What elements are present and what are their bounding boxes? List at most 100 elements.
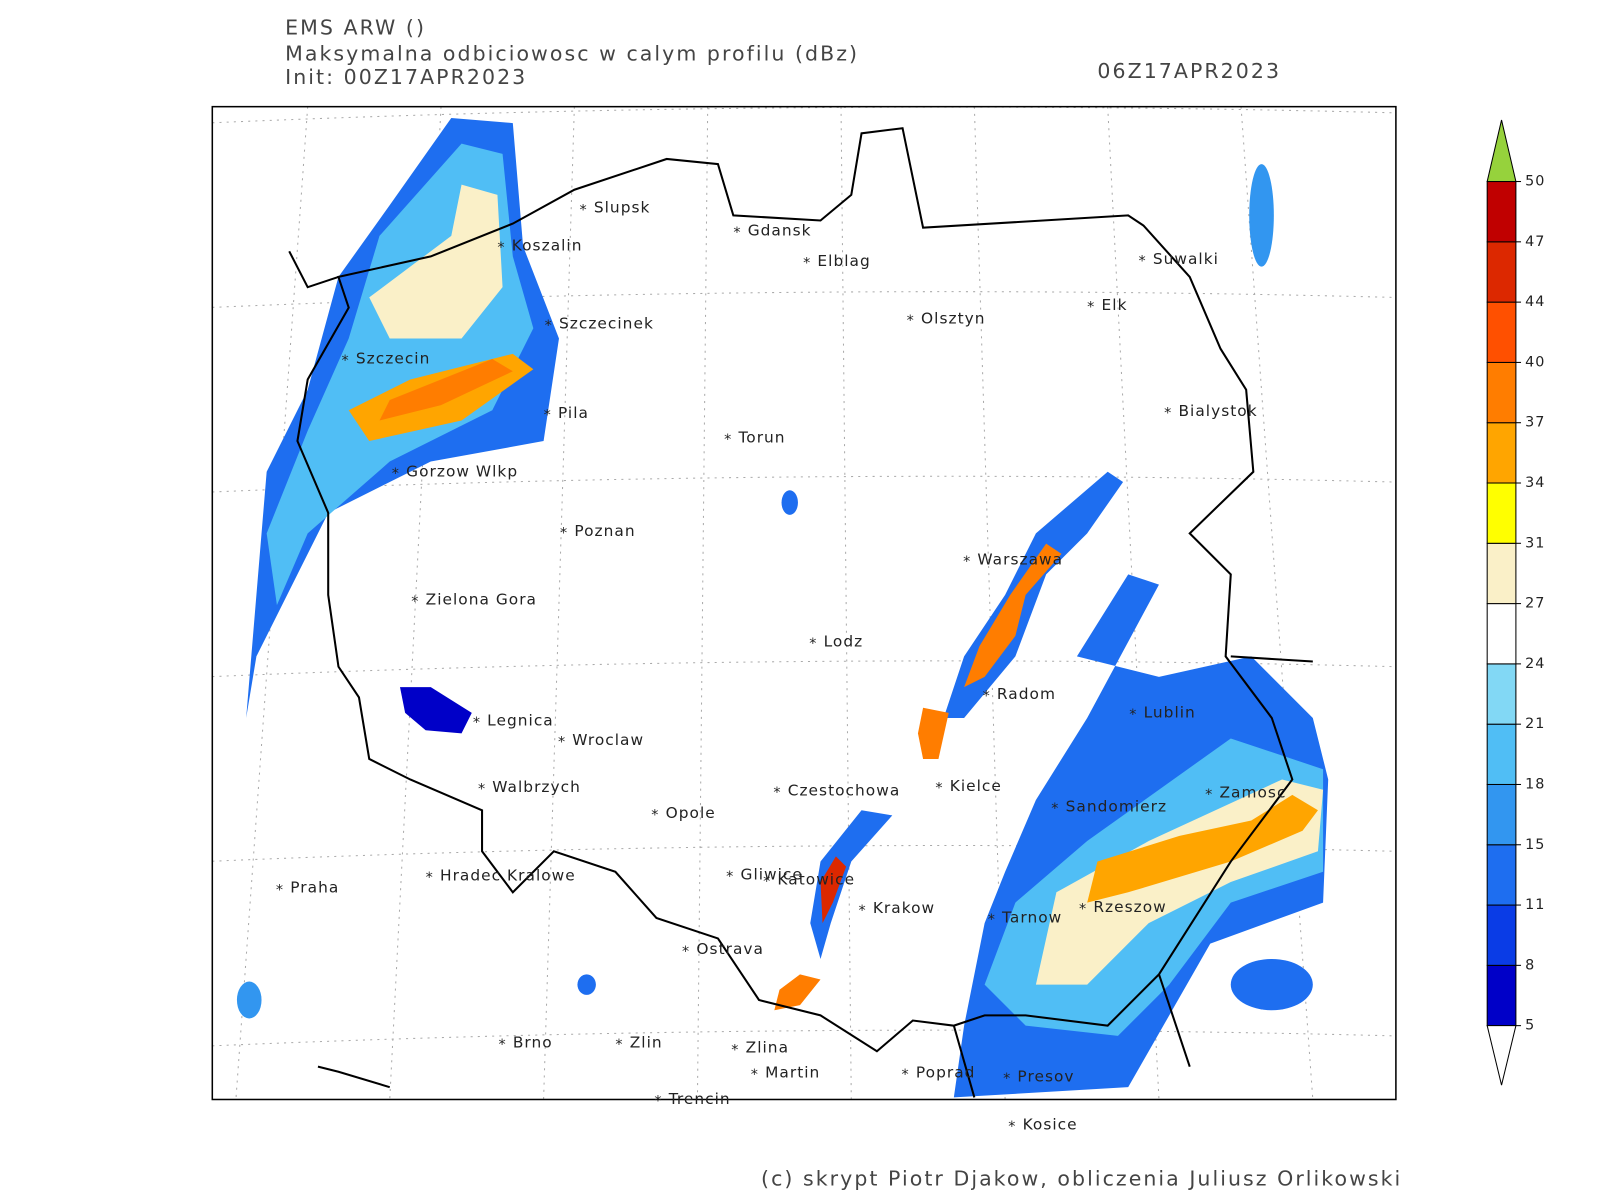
city-marker: *: [682, 944, 690, 960]
colorbar-band: [1486, 361, 1517, 424]
city-label: Walbrzych: [492, 778, 581, 796]
city-label: Radom: [997, 685, 1056, 703]
city-label: Wroclaw: [572, 731, 644, 749]
city-label: Olsztyn: [921, 309, 986, 327]
city-label: Elblag: [817, 252, 870, 270]
colorbar: 5 8 11 15 18 21 24 27 31 34 37 40 44 47 50: [1486, 119, 1545, 1086]
city-marker: *: [1008, 1119, 1016, 1135]
map-frame: [211, 105, 1397, 1101]
city-label: Suwalki: [1153, 250, 1219, 268]
poland-border: [296, 127, 1294, 1053]
city-marker: *: [1205, 787, 1213, 803]
city-label: Slupsk: [594, 199, 651, 217]
city-marker: *: [558, 735, 566, 751]
city-label: Krakow: [873, 899, 935, 917]
city-marker: *: [733, 225, 741, 241]
city-label: Czestochowa: [788, 781, 901, 799]
city-marker: *: [751, 1067, 759, 1083]
city-label: Zamosc: [1219, 783, 1286, 801]
city-marker: *: [342, 353, 350, 369]
colorbar-band: [1486, 723, 1517, 785]
city-label: Poprad: [916, 1063, 976, 1081]
city-label: Opole: [666, 804, 716, 822]
colorbar-label: 21: [1525, 716, 1545, 732]
city-label: Trencin: [668, 1090, 731, 1108]
city-marker: *: [809, 636, 817, 652]
city-marker: *: [763, 874, 771, 890]
other-borders: [288, 250, 1313, 1098]
city-label: Koszalin: [512, 237, 583, 255]
colorbar-band: [1486, 844, 1517, 906]
city-label: Szczecinek: [559, 315, 654, 333]
city-marker: *: [426, 870, 434, 886]
city-label: Kielce: [950, 777, 1002, 795]
colorbar-under: [1486, 1025, 1517, 1086]
city-marker: *: [545, 318, 553, 334]
colorbar-label: 8: [1525, 957, 1535, 973]
colorbar-band: [1486, 603, 1517, 665]
city-marker: *: [498, 1037, 506, 1053]
city-label: Zielona Gora: [426, 591, 537, 609]
colorbar-label: 24: [1525, 656, 1545, 672]
city-label: Zlin: [630, 1034, 663, 1052]
city-marker: *: [907, 313, 915, 329]
city-marker: *: [726, 869, 734, 885]
field-title: Maksymalna odbiciowosc w calym profilu (…: [285, 41, 859, 65]
colorbar-label: 40: [1525, 354, 1545, 370]
colorbar-label: 37: [1525, 415, 1545, 431]
city-marker: *: [731, 1042, 739, 1058]
city-marker: *: [1138, 254, 1146, 270]
city-labels: * Slupsk * Koszalin * Gdansk * Elblag * Suwalki * E…: [276, 199, 1286, 1135]
colorbar-label: 31: [1525, 535, 1545, 551]
city-marker: *: [935, 781, 943, 797]
city-marker: *: [988, 912, 996, 928]
colorbar-over: [1486, 119, 1517, 183]
city-marker: *: [579, 202, 587, 218]
colorbar-band: [1486, 783, 1517, 846]
city-label: Hradec Kralowe: [440, 866, 576, 884]
city-marker: *: [1079, 902, 1087, 918]
city-marker: *: [478, 782, 486, 798]
city-marker: *: [773, 785, 781, 801]
colorbar-band: [1486, 663, 1517, 725]
city-marker: *: [392, 466, 400, 482]
colorbar-band: [1486, 482, 1517, 544]
city-marker: *: [724, 432, 732, 448]
city-label: Martin: [765, 1063, 820, 1081]
city-marker: *: [983, 688, 991, 704]
colorbar-label: 44: [1525, 294, 1545, 310]
reflectivity: [236, 117, 1329, 1098]
city-marker: *: [1003, 1071, 1011, 1087]
city-label: Zlina: [746, 1039, 789, 1057]
city-marker: *: [473, 715, 481, 731]
city-marker: *: [1051, 801, 1059, 817]
city-label: Warszawa: [977, 551, 1063, 569]
map: * Slupsk * Koszalin * Gdansk * Elblag * Suwalki * E…: [211, 105, 1397, 1135]
colorbar-label: 11: [1525, 897, 1545, 913]
city-label: Poznan: [574, 522, 635, 540]
city-label: Katowice: [777, 871, 855, 889]
city-label: Torun: [737, 428, 785, 446]
colorbar-label: 34: [1525, 475, 1545, 491]
map-layers: [212, 106, 1395, 1100]
city-marker: *: [1164, 405, 1172, 421]
city-marker: *: [560, 525, 568, 541]
init-time: Init: 00Z17APR2023: [285, 65, 527, 89]
city-label: Lodz: [824, 633, 864, 651]
city-label: Szczecin: [356, 349, 431, 367]
city-label: Elk: [1102, 296, 1128, 314]
city-label: Legnica: [487, 712, 554, 730]
city-label: Rzeszow: [1093, 898, 1166, 916]
city-marker: *: [615, 1037, 623, 1053]
city-label: Lublin: [1144, 703, 1196, 721]
city-marker: *: [654, 1094, 662, 1110]
valid-time: 06Z17APR2023: [1097, 59, 1281, 83]
colorbar-band: [1486, 422, 1517, 484]
city-marker: *: [963, 554, 971, 570]
city-label: Kosice: [1023, 1116, 1078, 1134]
city-marker: *: [411, 594, 419, 610]
city-label: Gorzow Wlkp: [406, 462, 518, 480]
footer: (c) skrypt Piotr Djakow, obliczenia Juli…: [761, 1166, 1402, 1190]
city-label: Gliwice: [741, 865, 803, 883]
